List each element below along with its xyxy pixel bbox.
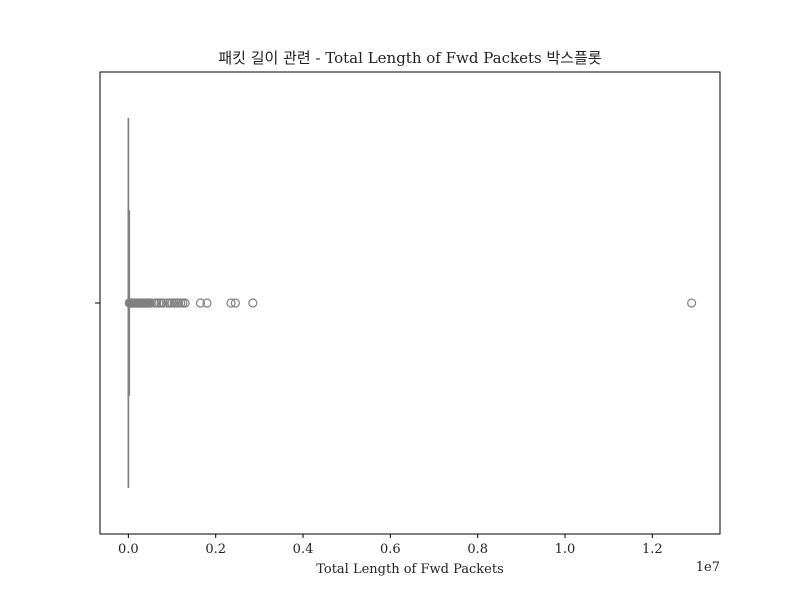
x-axis-offset-label: 1e7 <box>696 560 720 575</box>
x-tick-label: 1.2 <box>642 542 663 557</box>
x-axis-label: Total Length of Fwd Packets <box>316 562 504 577</box>
outlier-point <box>687 298 697 308</box>
x-tick-label: 0.2 <box>205 542 226 557</box>
x-tick-label: 0.6 <box>380 542 401 557</box>
x-axis: 0.0 0.2 0.4 0.6 0.8 1.0 1.2 <box>118 534 663 557</box>
outlier-point <box>145 298 155 308</box>
outlier-point <box>248 298 258 308</box>
outlier-point <box>226 298 236 308</box>
outlier-point <box>158 298 168 308</box>
outlier-point <box>195 298 206 308</box>
plot-area <box>99 71 721 535</box>
x-tick-label: 0.8 <box>467 542 488 557</box>
outlier-point <box>180 298 190 308</box>
outlier-point <box>202 298 212 308</box>
x-tick-label: 1.0 <box>555 542 576 557</box>
x-tick-label: 0.0 <box>118 542 139 557</box>
outlier-point <box>230 298 240 308</box>
outlier-group <box>124 298 697 308</box>
x-tick-label: 0.4 <box>293 542 314 557</box>
chart-title: 패킷 길이 관련 - Total Length of Fwd Packets 박… <box>218 49 601 67</box>
